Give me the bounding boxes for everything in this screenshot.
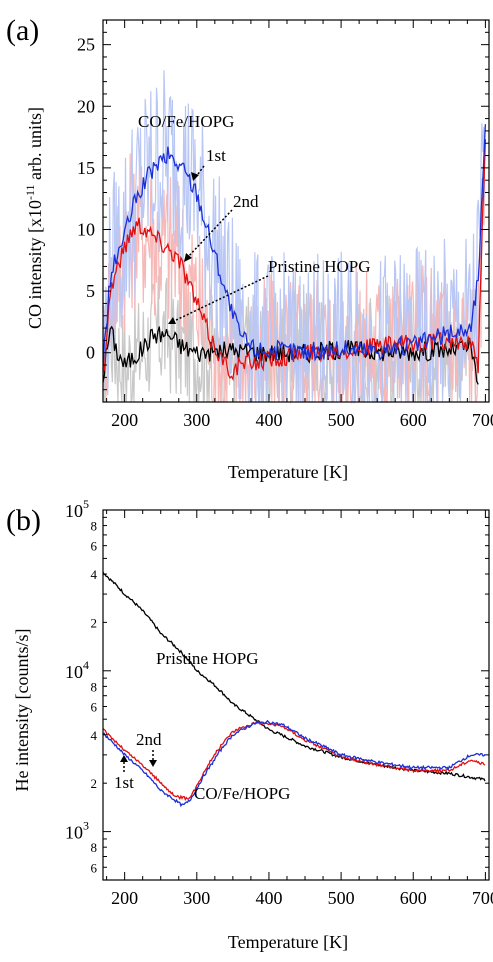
panel-a-x-axis-title: Temperature [K] xyxy=(228,462,348,482)
panel-b-plot-frame xyxy=(102,509,490,881)
panel-b-first-label: 1st xyxy=(114,773,134,792)
series-line-second xyxy=(102,139,487,381)
panel-b-y-axis-title: He intensity [counts/s] xyxy=(12,629,32,792)
panel-a-arrowheads xyxy=(168,172,199,324)
y-tick-label: 15 xyxy=(77,158,95,178)
x-tick-label: 200 xyxy=(111,410,138,430)
x-tick-label: 500 xyxy=(328,888,355,908)
y-minor-label: 8 xyxy=(91,519,98,534)
panel-a-y-axis-title: CO intensity [x10-11 arb. units] xyxy=(23,107,45,329)
first-arrowhead xyxy=(191,172,199,181)
y-tick-label: 0 xyxy=(86,343,95,363)
x-tick-label: 700 xyxy=(472,410,493,430)
y-decade-label: 105 xyxy=(65,497,89,521)
panel-a-sample-label: CO/Fe/HOPG xyxy=(138,112,234,131)
panel-b-arrows xyxy=(123,750,154,772)
panel-b-arrowheads xyxy=(120,755,157,767)
panel-b-x-axis-title: Temperature [K] xyxy=(228,932,348,952)
panel-a-second-label: 2nd xyxy=(233,192,259,211)
y-tick-label: 5 xyxy=(86,281,95,301)
x-tick-label: 300 xyxy=(183,888,210,908)
y-minor-label: 2 xyxy=(91,615,98,630)
panel-b-second-label: 2nd xyxy=(136,730,162,749)
second-arrowhead-b xyxy=(149,760,157,767)
y-minor-label: 2 xyxy=(91,776,98,791)
y-decade-label: 103 xyxy=(65,819,89,843)
x-tick-label: 400 xyxy=(255,888,282,908)
x-tick-label: 600 xyxy=(400,410,427,430)
second-arrowhead xyxy=(184,253,192,262)
panel-a-first-label: 1st xyxy=(206,146,226,165)
panel-b: (b) 200300400500600700103246810424681056… xyxy=(6,497,493,952)
y-minor-label: 6 xyxy=(91,699,98,714)
first-arrowhead-b xyxy=(120,755,128,762)
x-tick-label: 300 xyxy=(183,410,210,430)
x-tick-label: 700 xyxy=(472,888,493,908)
panel-b-sample-label: CO/Fe/HOPG xyxy=(194,784,290,803)
x-tick-label: 600 xyxy=(400,888,427,908)
x-tick-label: 400 xyxy=(255,410,282,430)
panel-a-plot-frame xyxy=(102,19,490,403)
y-decade-label: 104 xyxy=(65,658,89,682)
y-tick-label: 25 xyxy=(77,35,95,55)
panel-b-ticks: 2003004005006007001032468104246810568 xyxy=(65,497,493,908)
y-minor-label: 4 xyxy=(91,728,98,743)
panel-a: (a) 200 300 400 500 600 700 0 5 10 15 20 25 CO inte… xyxy=(6,14,493,482)
panel-b-series xyxy=(102,571,486,808)
series-line-second xyxy=(102,720,486,802)
second-arrow xyxy=(186,209,233,259)
x-tick-label: 500 xyxy=(328,410,355,430)
y-minor-label: 4 xyxy=(91,567,98,582)
panel-a-label: (a) xyxy=(6,14,39,47)
pristine-arrowhead xyxy=(168,317,176,324)
series-line-first xyxy=(102,719,486,808)
x-tick-label: 200 xyxy=(111,888,138,908)
panel-b-pristine-label: Pristine HOPG xyxy=(156,649,258,668)
panel-b-label: (b) xyxy=(6,504,41,537)
y-tick-label: 10 xyxy=(77,219,95,239)
series-line-pristine xyxy=(102,571,486,782)
y-minor-label: 8 xyxy=(91,679,98,694)
y-minor-label: 8 xyxy=(91,840,98,855)
panel-a-series xyxy=(102,124,487,385)
y-tick-label: 20 xyxy=(77,96,95,116)
panel-a-pristine-label: Pristine HOPG xyxy=(268,257,370,276)
y-minor-label: 6 xyxy=(91,539,98,554)
pristine-arrow xyxy=(171,275,269,323)
series-line-first xyxy=(102,124,487,370)
raw-trace-first xyxy=(102,70,486,403)
y-minor-label: 6 xyxy=(91,860,98,875)
panel-a-ticks: 200 300 400 500 600 700 0 5 10 15 20 25 xyxy=(77,19,493,430)
